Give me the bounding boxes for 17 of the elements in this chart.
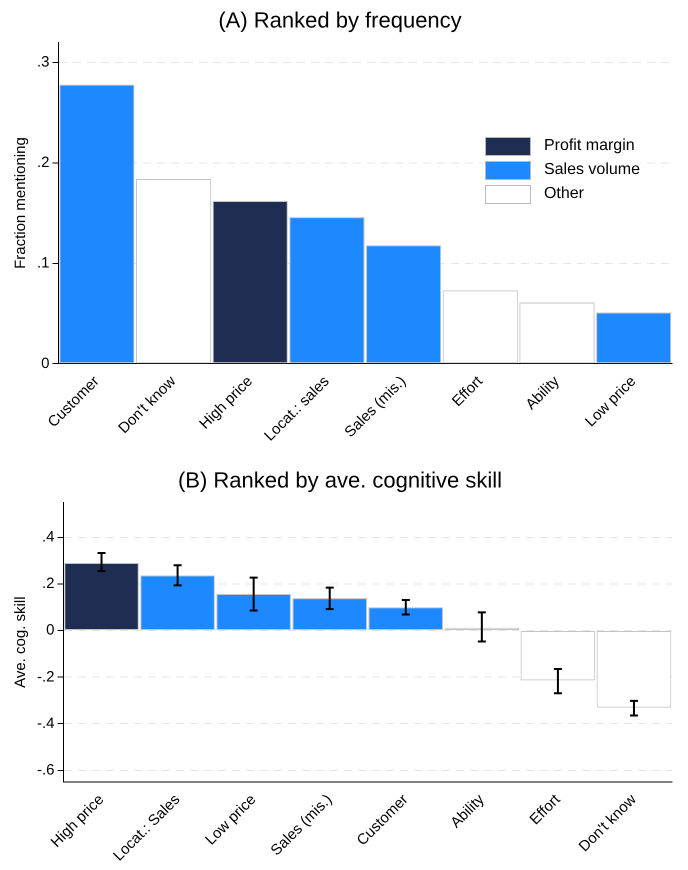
y-tick-label: -.6 xyxy=(36,761,55,778)
y-tick-label: .2 xyxy=(36,154,50,172)
chart-title: (B) Ranked by ave. cognitive skill xyxy=(178,467,502,492)
legend-label: Sales volume xyxy=(544,161,640,180)
y-tick-label: -.4 xyxy=(36,714,55,732)
y-tick-label: 0 xyxy=(46,622,55,639)
y-axis-title: Fraction mentioning xyxy=(12,137,30,269)
chart-title: (A) Ranked by frequency xyxy=(218,7,462,32)
y-tick-label: .1 xyxy=(36,254,50,272)
legend-label: Other xyxy=(544,185,584,204)
legend-label: Profit margin xyxy=(544,137,635,156)
y-tick-label: -.2 xyxy=(36,668,55,686)
y-tick-label: 0 xyxy=(41,354,50,372)
y-tick-label: .4 xyxy=(42,528,55,546)
y-tick-label: .3 xyxy=(36,54,50,71)
y-tick-label: .2 xyxy=(42,575,55,592)
y-axis-title: Ave. cog. skill xyxy=(12,596,30,688)
